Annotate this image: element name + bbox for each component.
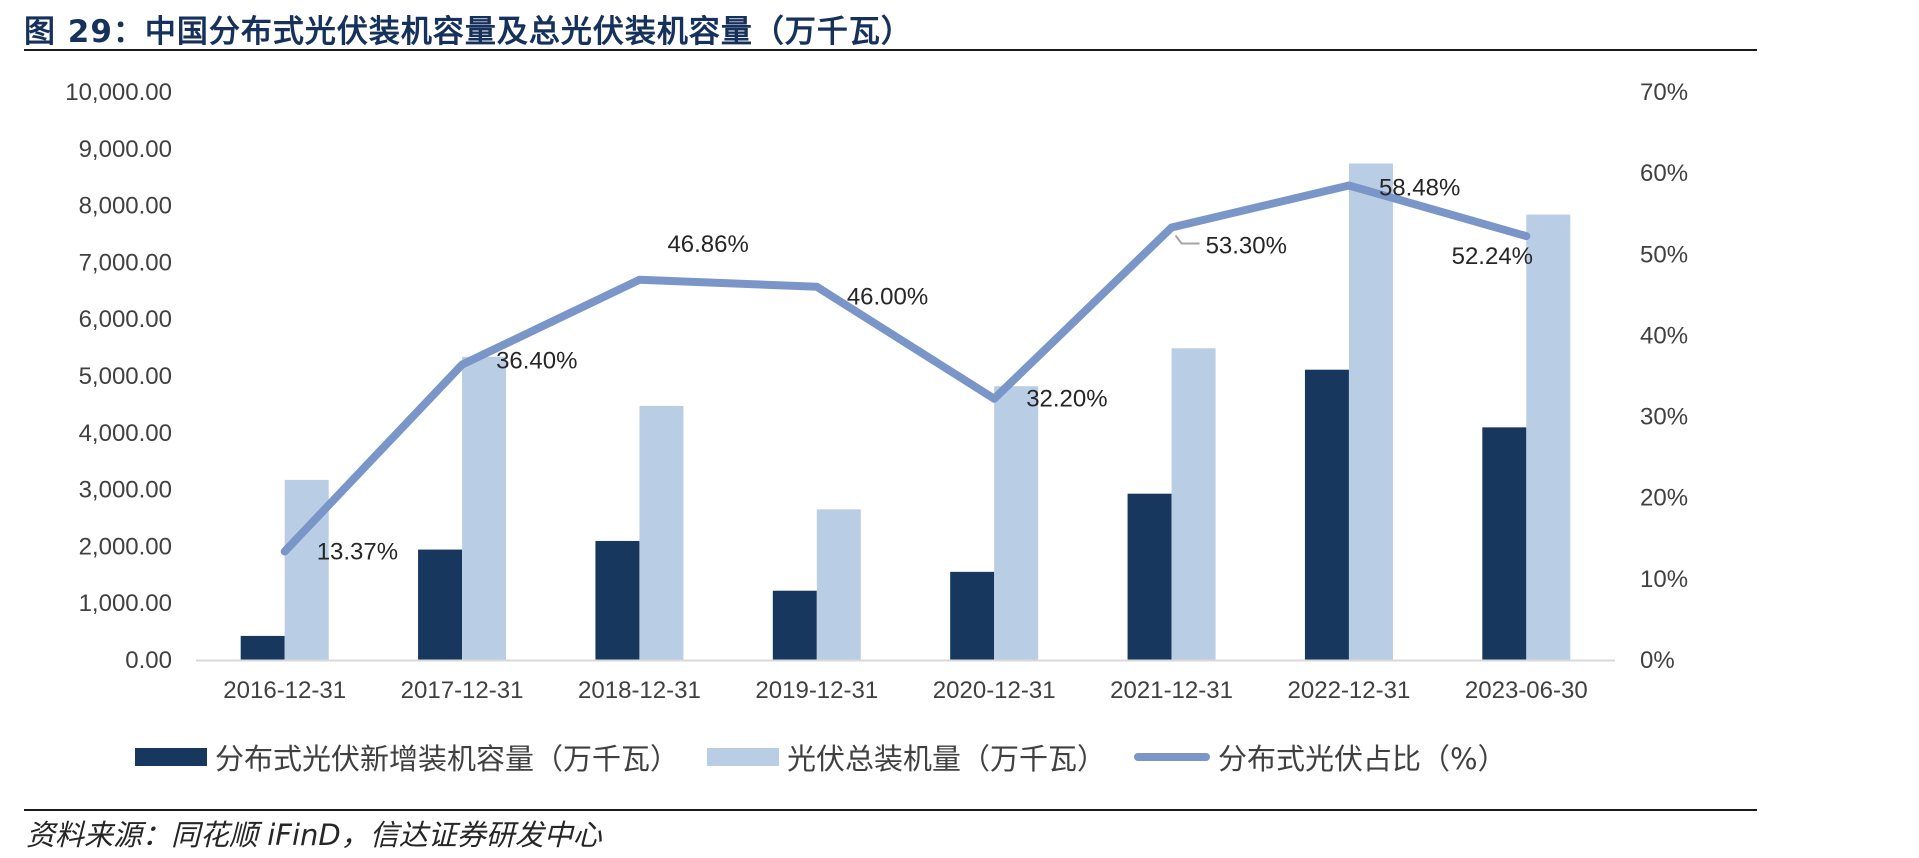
bar-total — [1348, 163, 1393, 660]
y-right-tick-label: 10% — [1640, 566, 1688, 593]
y-left-tick-label: 0.00 — [125, 647, 172, 674]
legend-item-total: 光伏总装机量（万千瓦） — [707, 736, 1106, 778]
y-left-tick-label: 8,000.00 — [79, 193, 172, 220]
data-label-share: 46.86% — [667, 231, 748, 258]
y-left-tick-label: 10,000.00 — [65, 79, 172, 106]
y-left-tick-label: 4,000.00 — [79, 420, 172, 447]
data-label-share: 52.24% — [1452, 243, 1533, 270]
data-label-leader — [1174, 234, 1200, 245]
bar-distributed — [950, 571, 995, 660]
x-tick-label: 2018-12-31 — [578, 677, 701, 704]
top-rule — [24, 49, 1757, 51]
y-left-tick-label: 2,000.00 — [79, 533, 172, 560]
y-right-tick-label: 0% — [1640, 647, 1675, 674]
x-tick-label: 2019-12-31 — [755, 677, 878, 704]
bar-total — [639, 405, 684, 660]
data-label-share: 46.00% — [847, 284, 928, 311]
data-label-share: 36.40% — [496, 348, 577, 375]
data-label-share: 13.37% — [317, 539, 398, 566]
legend-swatch-distributed — [135, 748, 207, 766]
x-tick-label: 2016-12-31 — [223, 677, 346, 704]
y-right-tick-label: 20% — [1640, 485, 1688, 512]
source-note: 资料来源：同花顺 iFinD，信达证券研发中心 — [26, 818, 602, 852]
bar-distributed — [595, 540, 640, 660]
y-left-tick-label: 9,000.00 — [79, 136, 172, 163]
legend-label-distributed: 分布式光伏新增装机容量（万千瓦） — [215, 742, 680, 776]
bar-distributed — [418, 549, 463, 660]
bar-total — [994, 386, 1039, 660]
y-left-tick-label: 6,000.00 — [79, 306, 172, 333]
data-label-share: 32.20% — [1026, 386, 1107, 413]
figure-title: 图 29：中国分布式光伏装机容量及总光伏装机容量（万千瓦） — [24, 14, 913, 50]
x-tick-label: 2021-12-31 — [1110, 677, 1233, 704]
legend-label-total: 光伏总装机量（万千瓦） — [787, 742, 1107, 776]
x-tick-label: 2023-06-30 — [1465, 677, 1588, 704]
x-tick-label: 2020-12-31 — [933, 677, 1056, 704]
legend-label-share: 分布式光伏占比（%） — [1218, 742, 1507, 776]
bar-total — [462, 356, 507, 660]
legend-item-distributed: 分布式光伏新增装机容量（万千瓦） — [135, 736, 679, 778]
y-right-tick-label: 30% — [1640, 404, 1688, 431]
y-left-tick-label: 1,000.00 — [79, 590, 172, 617]
bar-distributed — [772, 590, 817, 660]
bar-total — [816, 509, 861, 660]
chart-legend: 分布式光伏新增装机容量（万千瓦） 光伏总装机量（万千瓦） 分布式光伏占比（%） — [135, 736, 1535, 778]
y-right-tick-label: 70% — [1640, 79, 1688, 106]
bar-total — [1526, 214, 1571, 660]
bar-distributed — [1304, 369, 1349, 660]
legend-item-share: 分布式光伏占比（%） — [1134, 736, 1507, 778]
y-left-tick-label: 7,000.00 — [79, 249, 172, 276]
y-right-tick-label: 40% — [1640, 322, 1688, 349]
data-label-share: 53.30% — [1206, 233, 1287, 260]
bar-total — [1171, 348, 1216, 660]
x-tick-label: 2022-12-31 — [1288, 677, 1411, 704]
bottom-rule — [24, 809, 1757, 811]
legend-line-share — [1134, 753, 1211, 761]
legend-swatch-total — [707, 748, 780, 766]
line-share — [280, 181, 1531, 556]
y-right-tick-label: 60% — [1640, 160, 1688, 187]
bar-distributed — [1127, 493, 1172, 660]
bar-distributed — [1482, 427, 1527, 660]
bar-distributed — [240, 635, 285, 660]
data-label-share: 58.48% — [1379, 174, 1460, 201]
y-left-tick-label: 3,000.00 — [79, 477, 172, 504]
y-right-tick-label: 50% — [1640, 241, 1688, 268]
x-tick-label: 2017-12-31 — [401, 677, 524, 704]
y-left-tick-label: 5,000.00 — [79, 363, 172, 390]
